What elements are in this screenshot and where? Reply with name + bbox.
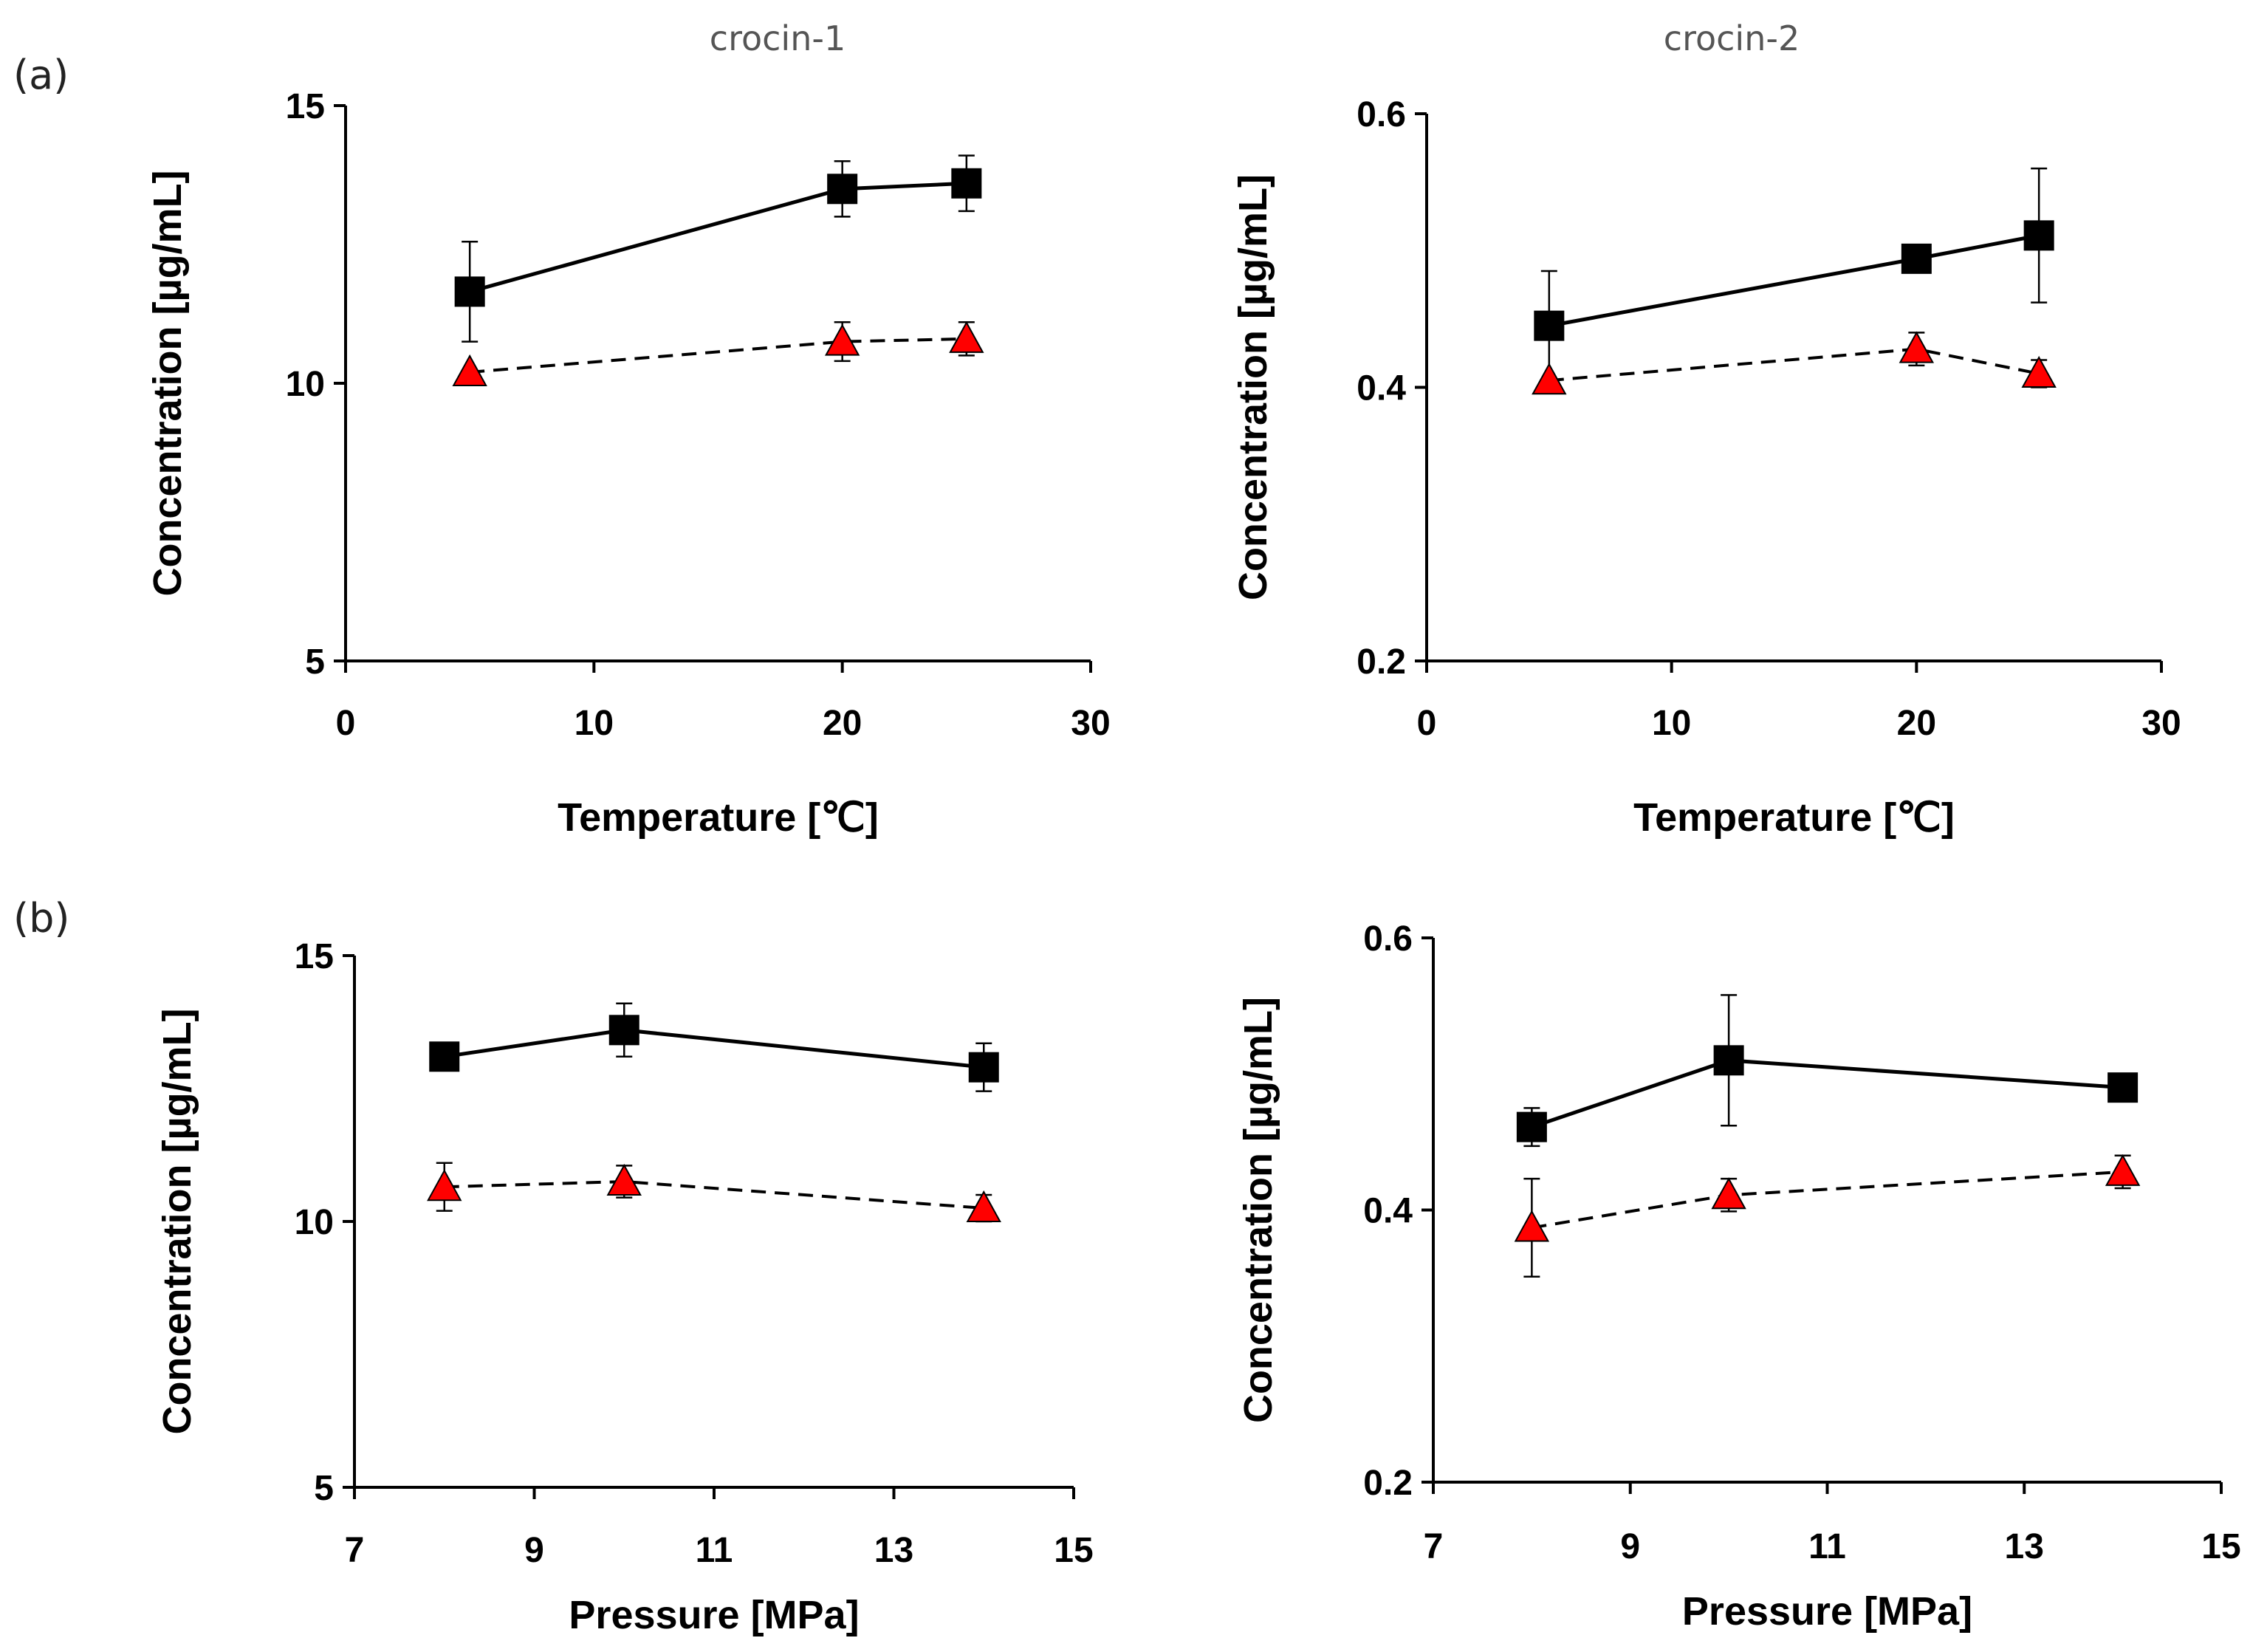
y-tick-label: 0.6 <box>1363 919 1413 959</box>
x-tick-label: 7 <box>1424 1527 1444 1566</box>
x-tick-label: 7 <box>345 1531 365 1570</box>
x-axis-label: Temperature [℃] <box>1633 795 1955 840</box>
data-point-square <box>454 276 485 307</box>
series-triangles <box>1532 331 2057 395</box>
x-tick-label: 9 <box>1620 1527 1640 1566</box>
series-squares <box>1534 167 2054 382</box>
data-point-square <box>1516 1111 1547 1142</box>
y-tick-label: 0.2 <box>1363 1464 1413 1503</box>
panel-label-b: (b) <box>13 895 69 942</box>
x-tick-label: 0 <box>1417 704 1437 743</box>
chart-a-crocin-1: 5 10 15 0 10 20 30 Temperature [℃] Concentration… <box>145 87 1111 840</box>
x-tick-label: 20 <box>823 704 862 743</box>
series-line-triangles <box>1532 1170 2123 1230</box>
series-line-triangles <box>1549 347 2040 383</box>
x-tick-label: 0 <box>336 704 356 743</box>
x-tick-label: 30 <box>1071 704 1110 743</box>
data-point-square <box>1713 1045 1744 1076</box>
x-tick-label: 13 <box>2005 1527 2044 1566</box>
data-point-square <box>608 1015 639 1046</box>
data-point-triangle <box>2021 355 2057 388</box>
x-axis-label: Pressure [MPa] <box>569 1593 859 1637</box>
y-tick-label: 10 <box>295 1203 334 1242</box>
x-tick-label: 10 <box>575 704 614 743</box>
y-tick-label: 5 <box>314 1469 334 1508</box>
y-tick-label: 0.4 <box>1357 369 1406 408</box>
series-triangles <box>1514 1154 2141 1278</box>
x-tick-label: 11 <box>1808 1527 1846 1566</box>
data-point-triangle <box>2105 1154 2141 1186</box>
y-axis-label: Concentration [µg/mL] <box>1231 174 1275 600</box>
x-axis-label: Pressure [MPa] <box>1682 1589 1972 1634</box>
y-tick-label: 15 <box>295 937 334 976</box>
data-point-square <box>968 1052 999 1083</box>
series-line-triangles <box>470 337 967 374</box>
column-title-crocin-2: crocin-2 <box>1664 18 1800 58</box>
data-point-triangle <box>824 323 860 356</box>
series-squares <box>1516 994 2139 1148</box>
data-point-triangle <box>949 321 984 353</box>
data-point-square <box>1534 310 1565 341</box>
y-tick-label: 5 <box>305 642 325 682</box>
y-tick-label: 15 <box>286 87 325 126</box>
data-point-square <box>2107 1072 2139 1103</box>
data-point-square <box>429 1041 460 1072</box>
data-point-square <box>2023 220 2054 251</box>
y-tick-label: 0.4 <box>1363 1192 1413 1231</box>
data-point-triangle <box>966 1190 1001 1222</box>
data-point-triangle <box>427 1169 462 1202</box>
y-tick-label: 0.2 <box>1357 642 1406 682</box>
panel-label-a: (a) <box>13 52 69 98</box>
x-axis-label: Temperature [℃] <box>558 795 879 840</box>
data-point-triangle <box>1899 331 1935 363</box>
x-tick-label: 9 <box>524 1531 544 1570</box>
data-point-triangle <box>606 1163 642 1196</box>
y-axis-label: Concentration [µg/mL] <box>145 170 190 596</box>
series-triangles <box>427 1162 1001 1223</box>
y-axis-label: Concentration [µg/mL] <box>1236 997 1280 1423</box>
data-point-square <box>951 168 982 199</box>
x-tick-label: 20 <box>1897 704 1936 743</box>
data-point-square <box>1901 243 1932 274</box>
data-point-triangle <box>1532 363 1567 395</box>
series-line-squares <box>1549 233 2040 328</box>
column-title-crocin-1: crocin-1 <box>710 18 846 58</box>
x-tick-label: 11 <box>696 1531 733 1570</box>
chart-b-crocin-1: 5 10 15 7 9 11 13 15 Pressure [MPa] Concentration… <box>155 937 1094 1637</box>
chart-a-crocin-2: 0.2 0.4 0.6 0 10 20 30 Temperature [℃] Concentra… <box>1231 95 2181 840</box>
series-triangles <box>452 321 984 386</box>
series-line-triangles <box>444 1179 984 1210</box>
data-point-triangle <box>452 354 487 386</box>
x-tick-label: 15 <box>2201 1527 2240 1566</box>
x-tick-label: 15 <box>1054 1531 1093 1570</box>
y-tick-label: 0.6 <box>1357 95 1406 134</box>
series-line-squares <box>444 1028 984 1069</box>
y-axis-label: Concentration [µg/mL] <box>155 1008 199 1434</box>
series-squares <box>429 1002 999 1092</box>
data-point-triangle <box>1711 1177 1746 1210</box>
data-point-square <box>827 174 858 205</box>
series-squares <box>454 154 982 343</box>
chart-b-crocin-2: 0.2 0.4 0.6 7 9 11 13 15 Pressure [MPa] Concentra… <box>1236 919 2241 1634</box>
series-line-squares <box>469 181 967 294</box>
x-tick-label: 13 <box>874 1531 913 1570</box>
series-line-squares <box>1531 1058 2123 1129</box>
x-tick-label: 10 <box>1652 704 1691 743</box>
y-tick-label: 10 <box>286 365 325 404</box>
data-point-triangle <box>1514 1210 1550 1242</box>
x-tick-label: 30 <box>2141 704 2181 743</box>
